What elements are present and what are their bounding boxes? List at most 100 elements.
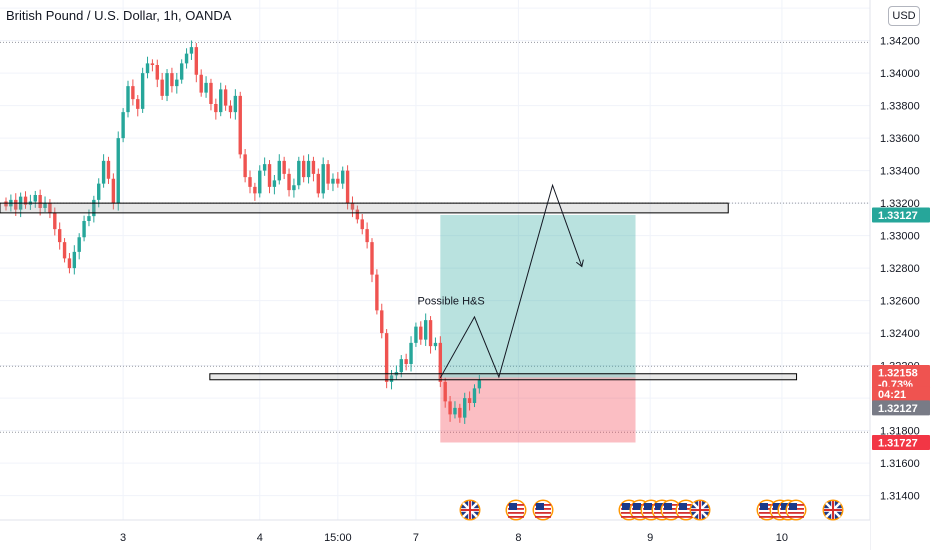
candle-body <box>301 160 306 178</box>
us-flag-icon[interactable] <box>532 499 554 521</box>
y-tick-label: 1.31800 <box>880 426 920 438</box>
candle-body <box>277 160 281 181</box>
candle <box>140 67 145 113</box>
flag-stripe <box>788 516 804 518</box>
y-tick-label: 1.33400 <box>880 166 920 178</box>
candle <box>77 233 81 260</box>
candle <box>97 178 101 208</box>
candle <box>106 156 111 184</box>
candle <box>336 172 340 188</box>
candle-body <box>175 79 179 87</box>
price-label-bg <box>872 364 930 380</box>
candle <box>419 321 423 345</box>
gb-flag-icon[interactable] <box>459 499 481 521</box>
candle-body <box>419 326 423 340</box>
flag-stripe <box>788 512 804 514</box>
candle-body <box>155 65 159 80</box>
candle-body <box>53 212 57 230</box>
candle <box>306 154 311 184</box>
gb-flag-icon[interactable] <box>689 499 711 521</box>
candle-body <box>287 173 291 191</box>
y-tick-label: 1.33600 <box>880 133 920 145</box>
flag-red-v <box>469 501 471 519</box>
projection-arrow <box>576 259 584 268</box>
candle-body <box>311 160 316 174</box>
candle <box>404 353 408 371</box>
candle-body <box>179 63 184 80</box>
candle <box>380 303 384 339</box>
candle-body <box>116 138 120 204</box>
candle-body <box>267 164 272 187</box>
y-tick-label: 1.33200 <box>880 198 920 210</box>
us-flag-icon[interactable] <box>660 499 682 521</box>
candle-body <box>126 86 130 113</box>
flag-stripe <box>621 516 637 518</box>
candle <box>136 95 140 117</box>
candle-body <box>389 375 394 382</box>
candle <box>219 82 223 117</box>
candle <box>253 182 257 201</box>
candle <box>423 313 428 346</box>
candle <box>477 374 482 394</box>
candle-body <box>370 242 374 275</box>
candle <box>189 40 194 60</box>
candle-body <box>43 203 47 208</box>
flag-stripe <box>654 516 670 518</box>
candle-body <box>443 381 447 402</box>
flag-stripe <box>678 516 694 518</box>
candle <box>384 329 389 389</box>
target-zone <box>440 214 636 378</box>
candle-body <box>248 177 252 187</box>
candle-body <box>48 203 52 213</box>
candle <box>365 222 369 249</box>
candle <box>463 392 467 424</box>
candle-body <box>233 95 238 113</box>
projection-path <box>439 183 583 379</box>
candle-body <box>463 398 467 418</box>
candle <box>472 384 477 408</box>
candle-body <box>350 203 355 210</box>
currency-button[interactable]: USD <box>888 6 920 26</box>
candle <box>57 222 62 250</box>
flag-canton <box>655 503 663 510</box>
candle-body <box>189 47 194 54</box>
price-label: 04:21 <box>878 389 906 401</box>
candle <box>467 391 472 411</box>
candle-body <box>282 160 286 174</box>
candle-body <box>316 173 321 194</box>
candle-body <box>292 185 296 191</box>
candle-body <box>472 388 477 403</box>
symbol-title: British Pound / U.S. Dollar, 1h, OANDA <box>6 8 232 23</box>
candle <box>370 238 374 283</box>
candle-body <box>140 73 145 109</box>
flag-red-v <box>699 501 701 519</box>
flag-stripe <box>759 516 775 518</box>
stop-zone <box>440 377 636 443</box>
candle-body <box>57 229 62 243</box>
us-flag-icon[interactable] <box>505 499 527 521</box>
candle <box>131 79 135 106</box>
candle-body <box>77 237 81 252</box>
y-tick-label: 1.33800 <box>880 101 920 113</box>
candle <box>316 168 321 198</box>
gb-flag-icon[interactable] <box>822 499 844 521</box>
candle-body <box>297 160 301 186</box>
candle-body <box>365 229 369 243</box>
us-flag-icon[interactable] <box>785 499 807 521</box>
candle-body <box>165 73 169 96</box>
candle <box>443 377 447 408</box>
candle <box>204 76 208 98</box>
candle-body <box>238 95 242 155</box>
candle-body <box>121 112 125 139</box>
candle-body <box>199 74 203 93</box>
price-label: 1.31727 <box>878 437 918 449</box>
price-label: 1.32127 <box>878 403 918 415</box>
y-tick-label: 1.31400 <box>880 491 920 503</box>
candle-body <box>72 251 77 269</box>
flag-canton <box>633 503 641 510</box>
candle <box>199 69 203 97</box>
candle <box>62 238 67 263</box>
flag-canton <box>622 503 630 510</box>
candle-body <box>272 180 277 187</box>
